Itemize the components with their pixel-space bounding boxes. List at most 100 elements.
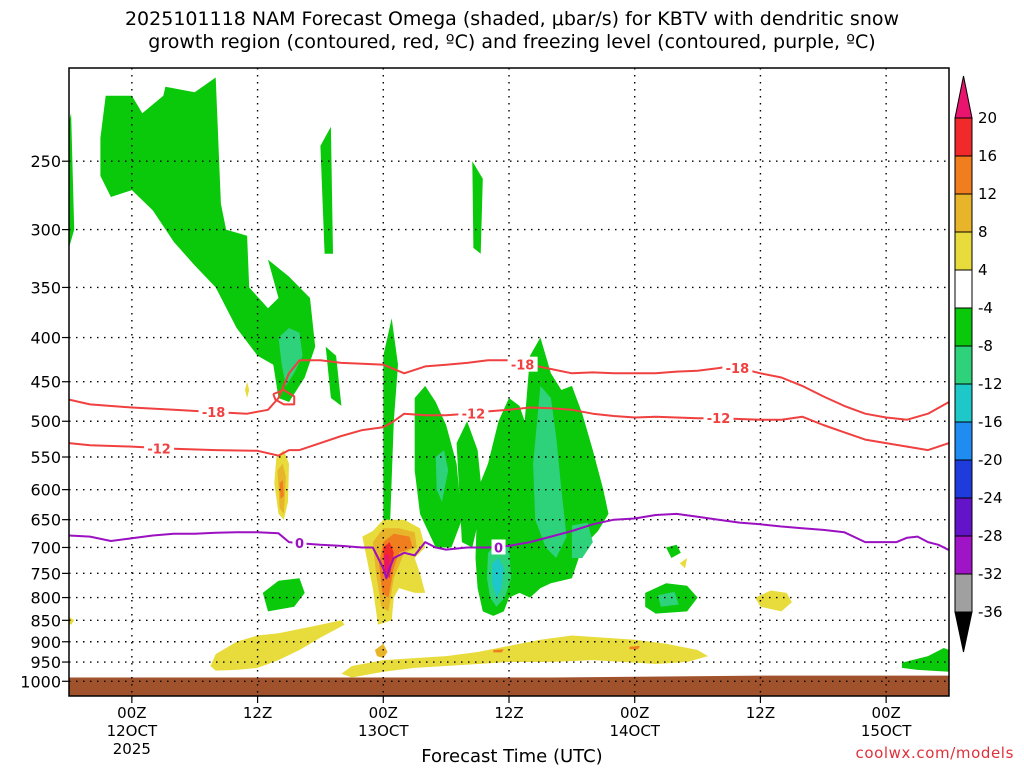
omega-region-4 — [262, 578, 305, 612]
y-tick-label-1000: 1000 — [20, 672, 61, 691]
x-tick-label-0-1: 12OCT — [107, 722, 158, 740]
omega-region-33 — [493, 649, 504, 653]
omega-region-8 — [472, 161, 483, 254]
chart-title-line2: growth region (contoured, red, ºC) and f… — [148, 31, 876, 53]
y-tick-label-750: 750 — [30, 564, 61, 583]
y-tick-label-250: 250 — [30, 152, 61, 171]
omega-region-3 — [320, 126, 333, 254]
colorbar-label-12: -32 — [978, 565, 1003, 583]
x-axis-title: Forecast Time (UTC) — [421, 746, 603, 767]
colorbar-swatch-2 — [954, 155, 973, 195]
y-tick-label-700: 700 — [30, 538, 61, 557]
omega-region-32 — [279, 480, 284, 499]
y-tick-label-650: 650 — [30, 511, 61, 530]
contour-label-bg-2 — [458, 405, 489, 421]
contour-label-3: -18 — [511, 359, 535, 374]
x-tick-label-36-0: 12Z — [494, 704, 523, 722]
colorbar-label-9: -20 — [978, 451, 1003, 469]
omega-region-27 — [679, 558, 688, 569]
colorbar-label-6: -8 — [978, 337, 993, 355]
y-tick-label-850: 850 — [30, 611, 61, 630]
contour-label-6: 0 — [295, 537, 304, 552]
omega-region-36 — [384, 553, 390, 574]
y-tick-label-450: 450 — [30, 373, 61, 392]
colorbar-label-11: -28 — [978, 527, 1003, 545]
omega-region-30 — [374, 643, 388, 659]
colorbar-swatch-12 — [954, 535, 973, 575]
ground-surface — [69, 675, 949, 696]
contour-3 — [69, 512, 949, 580]
contour-label-bg-3 — [507, 356, 538, 372]
colorbar-swatch-10 — [954, 459, 973, 499]
contour-label-4: -18 — [726, 362, 750, 377]
y-tick-label-300: 300 — [30, 221, 61, 240]
contour-label-bg-6 — [292, 535, 307, 551]
omega-region-26 — [245, 381, 250, 398]
contour-label-bg-1 — [144, 440, 175, 456]
contour-lines — [69, 359, 949, 580]
omega-region-24 — [341, 635, 708, 678]
y-tick-label-600: 600 — [30, 481, 61, 500]
colorbar-swatch-13 — [954, 573, 973, 613]
colorbar-label-0: 20 — [978, 109, 997, 127]
colorbar-swatch-11 — [954, 497, 973, 537]
omega-region-0 — [69, 113, 75, 248]
colorbar-swatch-4 — [954, 231, 973, 271]
omega-region-34 — [629, 645, 640, 650]
colorbar-swatch-8 — [954, 383, 973, 423]
contour-label-7: 0 — [494, 541, 503, 556]
contour-label-1: -12 — [147, 443, 171, 458]
omega-region-16 — [435, 450, 449, 502]
x-tick-label-60-0: 12Z — [746, 704, 775, 722]
y-axis: 250 300 350 400 450 500 550 600 650 700 750 800 850 9… — [20, 152, 69, 691]
omega-region-7 — [456, 421, 483, 548]
colorbar-label-2: 12 — [978, 185, 997, 203]
colorbar-swatch-1 — [954, 117, 973, 157]
x-tick-label-48-1: 14OCT — [609, 722, 660, 740]
ground-fill — [69, 675, 949, 696]
colorbar-label-7: -12 — [978, 375, 1003, 393]
colorbar-label-1: 16 — [978, 147, 997, 165]
omega-shading — [69, 77, 949, 678]
omega-region-13 — [278, 328, 303, 386]
y-tick-label-550: 550 — [30, 448, 61, 467]
colorbar-swatch-5 — [954, 269, 973, 309]
y-tick-label-800: 800 — [30, 589, 61, 608]
colorbar-swatch-7 — [954, 345, 973, 385]
contour-label-5: -12 — [707, 412, 731, 427]
x-tick-label-24-0: 00Z — [369, 704, 398, 722]
omega-region-19 — [492, 558, 504, 598]
contour-label-bg-4 — [722, 360, 753, 376]
y-tick-label-350: 350 — [30, 278, 61, 297]
colorbar-swatch-6 — [954, 307, 973, 347]
y-tick-label-950: 950 — [30, 653, 61, 672]
x-tick-label-24-1: 13OCT — [358, 722, 409, 740]
omega-region-17 — [571, 522, 593, 558]
contour-label-2: -12 — [462, 408, 486, 423]
colorbar-label-10: -24 — [978, 489, 1003, 507]
x-tick-label-72-0: 00Z — [871, 704, 900, 722]
colorbar-top-arrow — [954, 75, 973, 119]
omega-region-2 — [325, 346, 342, 406]
x-tick-label-0-0: 00Z — [117, 704, 146, 722]
omega-region-5 — [383, 318, 398, 548]
colorbar-bottom-arrow — [954, 611, 973, 653]
omega-region-20 — [69, 616, 75, 625]
y-tick-label-500: 500 — [30, 412, 61, 431]
contour-label-0: -18 — [202, 406, 226, 421]
y-tick-label-900: 900 — [30, 633, 61, 652]
omega-region-25 — [755, 590, 792, 612]
x-tick-label-72-1: 15OCT — [861, 722, 912, 740]
omega-region-1 — [100, 77, 316, 402]
colorbar-label-13: -36 — [978, 603, 1003, 621]
x-tick-label-12-0: 12Z — [243, 704, 272, 722]
omega-region-22 — [210, 620, 345, 671]
contour-label-bg-7 — [491, 539, 506, 555]
colorbar-label-4: 4 — [978, 261, 988, 279]
chart-title-line1: 2025101118 NAM Forecast Omega (shaded, μ… — [124, 8, 900, 30]
credit-link[interactable]: coolwx.com/models — [855, 744, 1014, 762]
colorbar-label-5: -4 — [978, 299, 993, 317]
contour-labels: -18 -12 -12 -18 -18 -12 0 0 — [144, 356, 753, 556]
